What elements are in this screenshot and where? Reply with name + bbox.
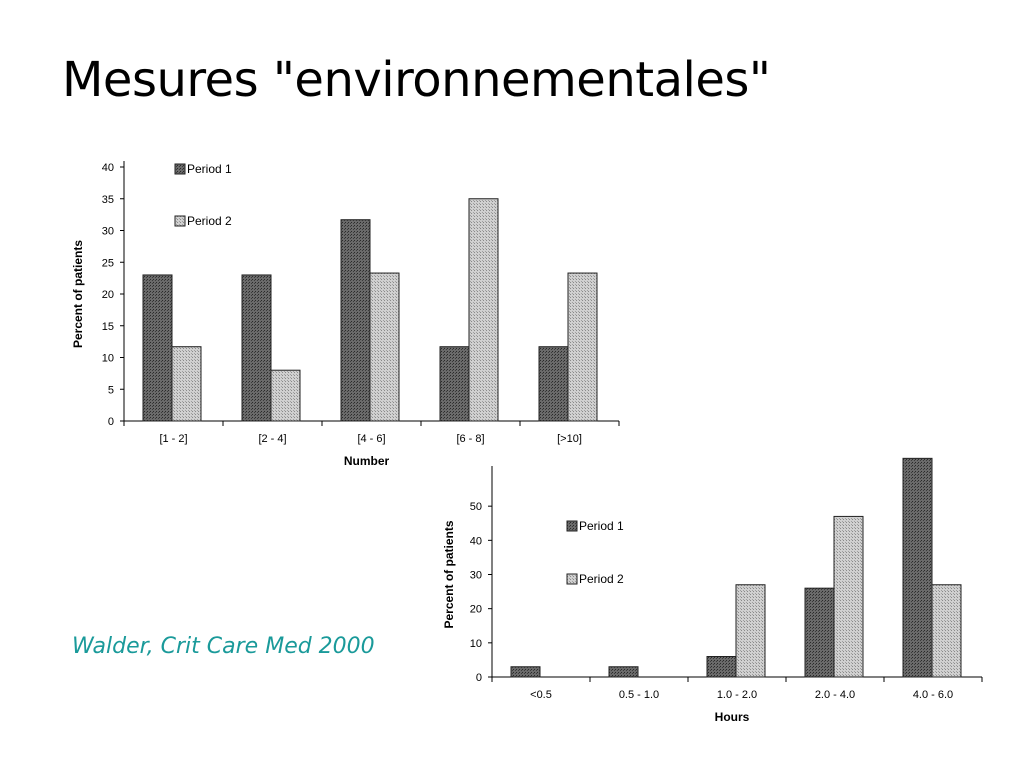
x-tick-label-1-0-2-0: 1.0 - 2.0 bbox=[717, 689, 757, 701]
y-tick-label: 5 bbox=[108, 384, 114, 396]
y-tick-label: 0 bbox=[476, 672, 482, 684]
x-tick-label-4-0-6-0: 4.0 - 6.0 bbox=[913, 689, 953, 701]
y-tick-label: 10 bbox=[470, 638, 482, 650]
bar-period-1-0-5 bbox=[510, 666, 541, 678]
bar-period-2-2-0-4-0 bbox=[833, 515, 864, 678]
y-axis-title: Percent of patients bbox=[71, 240, 85, 348]
bar-period-2-2-4 bbox=[270, 369, 301, 422]
legend-swatch-period-1 bbox=[174, 163, 186, 175]
bar-period-2-1-2 bbox=[171, 346, 202, 422]
bar-period-1-4-0-6-0 bbox=[902, 457, 933, 678]
y-tick-label: 30 bbox=[470, 570, 482, 582]
bar-period-1-6-8 bbox=[439, 346, 470, 422]
bar-period-2-6-8 bbox=[468, 198, 499, 422]
x-tick-label-10: [>10] bbox=[557, 433, 582, 445]
y-axis-title: Percent of patients bbox=[442, 520, 456, 628]
y-tick-label: 25 bbox=[102, 257, 114, 269]
y-tick-label: 0 bbox=[108, 416, 114, 428]
bar-period-2-1-0-2-0 bbox=[735, 584, 766, 678]
x-tick-label-2-4: [2 - 4] bbox=[258, 433, 286, 445]
bar-period-1-0-5-1-0 bbox=[608, 666, 639, 678]
y-tick-label: 40 bbox=[102, 162, 114, 174]
y-tick-label: 20 bbox=[102, 289, 114, 301]
legend-label-period-1: Period 1 bbox=[187, 162, 232, 176]
x-axis-title: Number bbox=[344, 454, 390, 468]
bar-period-2-4-6 bbox=[369, 272, 400, 422]
bar-period-1-1-0-2-0 bbox=[706, 656, 737, 678]
y-tick-label: 10 bbox=[102, 353, 114, 365]
legend-label-period-1: Period 1 bbox=[579, 519, 624, 533]
y-tick-label: 50 bbox=[470, 501, 482, 513]
x-tick-label-2-0-4-0: 2.0 - 4.0 bbox=[815, 689, 855, 701]
legend-swatch-period-1 bbox=[566, 520, 578, 532]
legend-label-period-2: Period 2 bbox=[579, 572, 624, 586]
legend-swatch-period-2 bbox=[174, 215, 186, 227]
x-axis-title: Hours bbox=[715, 710, 750, 724]
x-tick-label-1-2: [1 - 2] bbox=[159, 433, 187, 445]
x-tick-label-6-8: [6 - 8] bbox=[456, 433, 484, 445]
y-tick-label: 35 bbox=[102, 194, 114, 206]
y-tick-label: 15 bbox=[102, 321, 114, 333]
slide-title: Mesures "environnementales" bbox=[62, 52, 771, 108]
legend-label-period-2: Period 2 bbox=[187, 214, 232, 228]
bar-period-2-10 bbox=[567, 272, 598, 422]
bar-period-1-1-2 bbox=[142, 274, 173, 422]
bar-period-1-10 bbox=[538, 346, 569, 422]
x-tick-label-0-5-1-0: 0.5 - 1.0 bbox=[619, 689, 659, 701]
y-tick-label: 40 bbox=[470, 535, 482, 547]
y-tick-label: 20 bbox=[470, 604, 482, 616]
bar-period-1-2-0-4-0 bbox=[804, 587, 835, 678]
bar-period-1-2-4 bbox=[241, 274, 272, 422]
y-tick-label: 30 bbox=[102, 226, 114, 238]
x-tick-label-4-6: [4 - 6] bbox=[357, 433, 385, 445]
citation: Walder, Crit Care Med 2000 bbox=[72, 634, 375, 659]
legend-swatch-period-2 bbox=[566, 573, 578, 585]
bar-period-2-4-0-6-0 bbox=[931, 584, 962, 678]
x-tick-label-0-5: <0.5 bbox=[530, 689, 552, 701]
bar-period-1-4-6 bbox=[340, 219, 371, 422]
